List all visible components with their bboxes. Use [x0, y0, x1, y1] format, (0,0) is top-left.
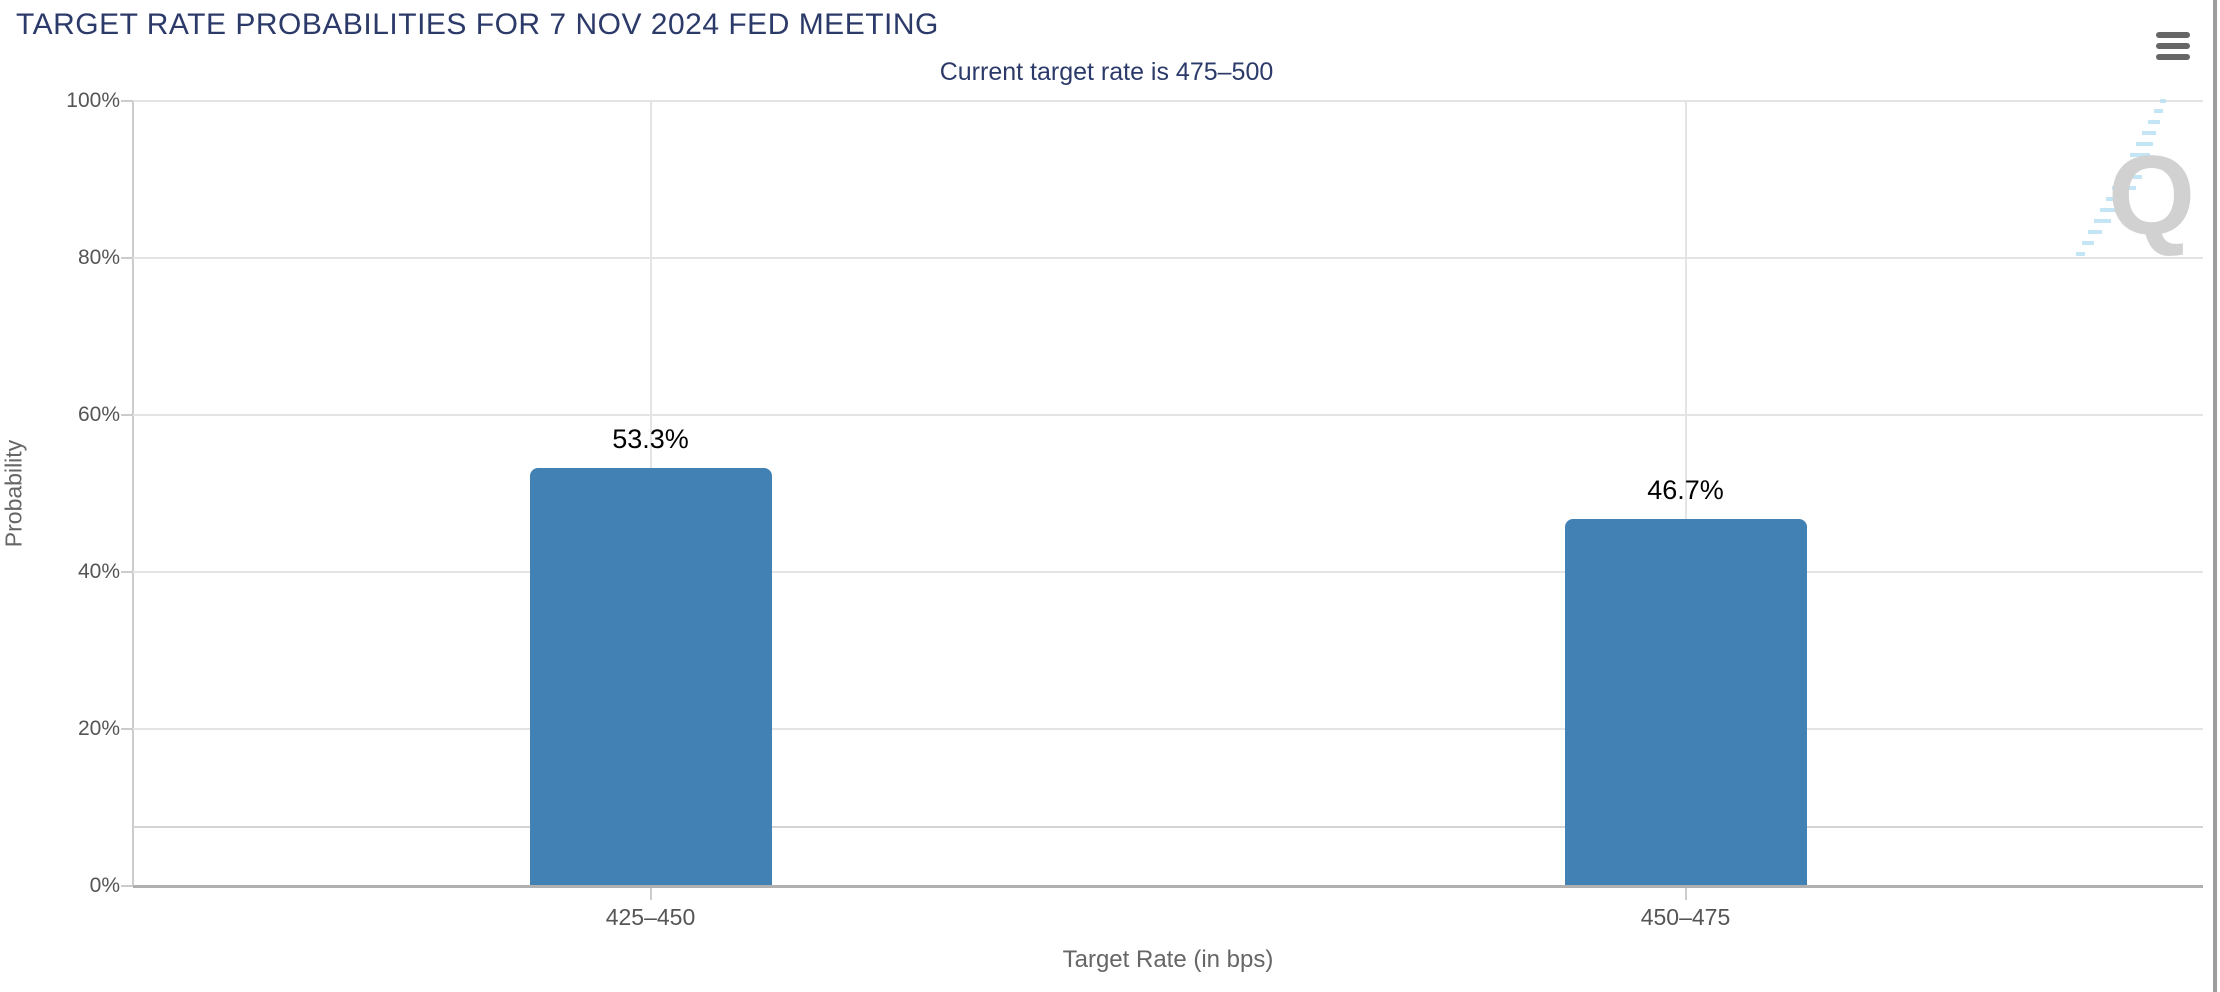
bar[interactable]: [529, 467, 772, 886]
y-axis-title: Probability: [0, 439, 27, 548]
y-tick-mark: [121, 728, 133, 730]
svg-text:Q: Q: [2108, 133, 2195, 258]
gridline: [133, 414, 2203, 416]
y-tick-mark: [121, 414, 133, 416]
hamburger-icon-bar: [2156, 32, 2190, 38]
quikstrike-logo: Q: [2076, 99, 2195, 258]
x-tick-label: 425–450: [605, 904, 696, 930]
y-tick-mark: [121, 257, 133, 259]
x-axis-baseline: [133, 885, 2203, 888]
hamburger-icon-bar: [2156, 43, 2190, 49]
gridline: [133, 257, 2203, 259]
y-tick-label: 0%: [89, 874, 120, 897]
y-tick-label: 80%: [77, 246, 120, 269]
chart-subtitle: Current target rate is 475–500: [939, 58, 1274, 86]
y-tick-mark: [121, 100, 133, 102]
x-axis-title: Target Rate (in bps): [1062, 946, 1274, 973]
scrollbar[interactable]: [2213, 0, 2217, 992]
y-tick-label: 100%: [66, 89, 120, 112]
y-tick-mark: [121, 885, 133, 887]
x-tick-label: 450–475: [1640, 904, 1731, 930]
chart-menu-button[interactable]: [2156, 31, 2194, 61]
extra-gridline: [133, 826, 2203, 829]
y-tick-label: 40%: [77, 560, 120, 583]
bar[interactable]: [1564, 519, 1807, 886]
y-axis-line: [132, 101, 134, 886]
bar-value-label: 46.7%: [1647, 475, 1724, 506]
x-tick-mark: [649, 886, 652, 900]
hamburger-icon-bar: [2156, 54, 2190, 60]
bar-value-label: 53.3%: [612, 423, 689, 454]
gridline: [133, 100, 2203, 102]
gridline: [133, 728, 2203, 730]
y-tick-label: 60%: [77, 403, 120, 426]
page-title: TARGET RATE PROBABILITIES FOR 7 NOV 2024…: [16, 8, 939, 41]
y-tick-label: 20%: [77, 717, 120, 740]
category-gridline: [1684, 101, 1687, 886]
y-tick-mark: [121, 571, 133, 573]
x-tick-mark: [1684, 886, 1687, 900]
gridline: [133, 571, 2203, 573]
